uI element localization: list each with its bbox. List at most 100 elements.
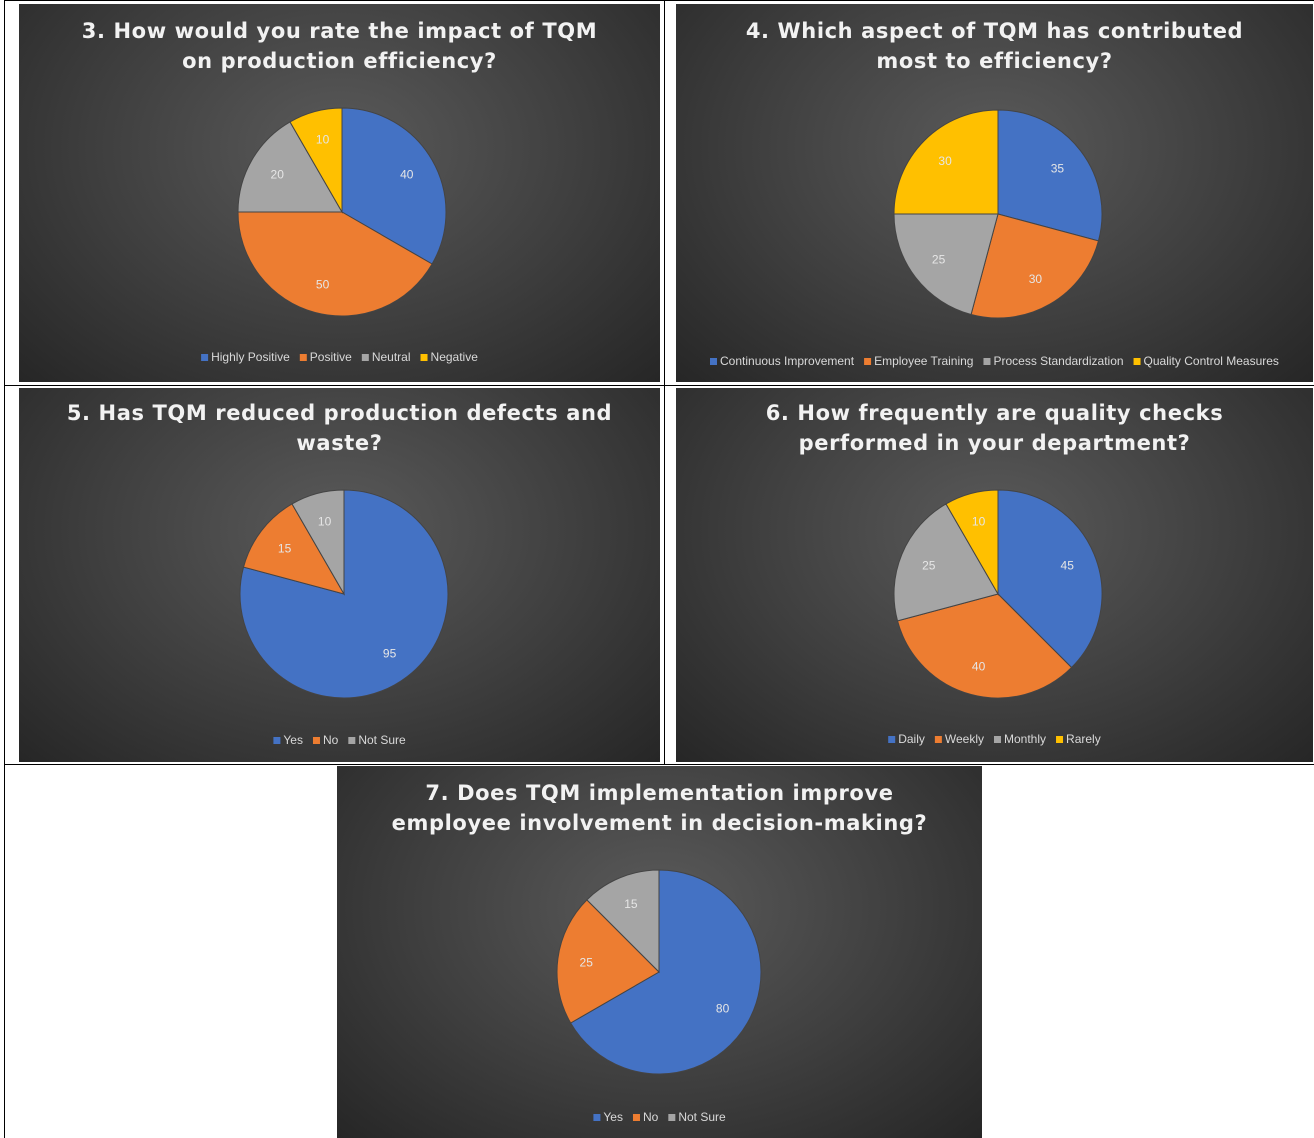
pie-slice-quality-control-measures [893, 109, 999, 215]
data-label: 40 [400, 168, 414, 182]
chart-title-line: 5. Has TQM reduced production defects an… [67, 401, 612, 425]
legend-swatch [348, 737, 356, 744]
pie-slice-monthly [893, 503, 999, 622]
chart-title-line: 6. How frequently are quality checks [766, 401, 1224, 425]
chart-legend: Yes No Not Sure [593, 1110, 726, 1124]
table-divider-vertical [664, 0, 665, 765]
pie-slice-highly-positive [341, 107, 447, 265]
data-label: 15 [278, 541, 292, 555]
chart-title-line: 7. Does TQM implementation improve [425, 781, 893, 805]
pie-slice-neutral [237, 121, 343, 213]
pie-slice-negative [289, 107, 343, 214]
data-label: 45 [1061, 558, 1075, 572]
table-divider-row-1 [4, 385, 1314, 386]
legend-label: Not Sure [678, 1110, 726, 1124]
legend-swatch [934, 736, 942, 743]
data-label: 40 [972, 659, 986, 673]
legend-swatch [983, 358, 991, 365]
legend-swatch [299, 354, 307, 361]
pie-slice-not-sure [586, 869, 660, 974]
legend-swatch [312, 737, 320, 744]
legend-swatch [668, 1114, 676, 1121]
table-border-left [4, 0, 5, 1138]
data-label: 10 [318, 515, 332, 529]
data-label: 80 [716, 1002, 730, 1016]
chart-panel-q7: 7. Does TQM implementation improve employ… [337, 766, 982, 1138]
legend-label: Weekly [945, 732, 984, 746]
table-border-top [4, 0, 1314, 1]
pie-slice-no [242, 503, 346, 595]
chart-title-line: most to efficiency? [876, 49, 1112, 73]
chart-panel-q6: 6. How frequently are quality checks perf… [676, 388, 1313, 762]
chart-legend: Yes No Not Sure [273, 733, 406, 747]
pie-chart-svg: 4. Which aspect of TQM has contributed mo… [710, 19, 1279, 368]
data-label: 35 [1051, 161, 1065, 175]
legend-label: Process Standardization [993, 354, 1123, 368]
legend-label: Positive [310, 350, 352, 364]
legend-swatch [888, 736, 896, 743]
chart-panel-q4: 4. Which aspect of TQM has contributed mo… [676, 4, 1313, 382]
data-label: 25 [580, 955, 594, 969]
pie-chart-svg: 7. Does TQM implementation improve employ… [392, 781, 928, 1124]
pie-slice-continuous-improvement [997, 109, 1103, 242]
pie-chart-svg: 6. How frequently are quality checks perf… [766, 401, 1224, 746]
chart-title-line: employee involvement in decision-making? [392, 811, 928, 835]
legend-swatch [1133, 358, 1141, 365]
data-label: 30 [1029, 272, 1043, 286]
legend-label: Negative [431, 350, 479, 364]
legend-label: Yes [603, 1110, 623, 1124]
legend-swatch [361, 354, 369, 361]
chart-legend: Continuous Improvement Employee Training P… [710, 354, 1279, 368]
legend-swatch [593, 1114, 601, 1121]
pie-slice-positive [237, 211, 433, 317]
data-label: 20 [271, 168, 285, 182]
legend-label: Monthly [1004, 732, 1046, 746]
legend-label: Quality Control Measures [1144, 354, 1279, 368]
legend-label: Rarely [1066, 732, 1101, 746]
legend-swatch [632, 1114, 640, 1121]
data-label: 25 [922, 558, 936, 572]
legend-label: No [643, 1110, 659, 1124]
table-divider-row-2 [4, 764, 1314, 765]
chart-title-line: on production efficiency? [182, 49, 497, 73]
legend-label: Neutral [372, 350, 411, 364]
data-label: 95 [383, 646, 397, 660]
data-label: 10 [972, 515, 986, 529]
pie-chart-svg: 5. Has TQM reduced production defects an… [67, 401, 612, 747]
pie-slice-not-sure [291, 489, 345, 596]
legend-swatch [201, 354, 209, 361]
legend-label: Highly Positive [211, 350, 290, 364]
legend-swatch [993, 736, 1001, 743]
pie-slice-employee-training [970, 213, 1100, 319]
chart-title-line: 4. Which aspect of TQM has contributed [746, 19, 1243, 43]
legend-label: Not Sure [358, 733, 406, 747]
pie-slice-yes [239, 489, 449, 699]
data-label: 50 [316, 277, 330, 291]
legend-swatch [1056, 736, 1064, 743]
data-label: 15 [624, 897, 638, 911]
chart-title-line: waste? [296, 431, 382, 455]
data-label: 25 [932, 253, 946, 267]
pie-slice-daily [997, 489, 1103, 669]
legend-swatch [273, 737, 281, 744]
chart-title-line: performed in your department? [799, 431, 1191, 455]
data-label: 10 [316, 133, 330, 147]
pie-slice-no [556, 899, 660, 1024]
data-label: 30 [938, 154, 952, 168]
pie-slice-weekly [896, 593, 1073, 699]
chart-legend: Daily Weekly Monthly Rarely [888, 732, 1101, 746]
pie-slice-rarely [945, 489, 999, 596]
pie-slice-process-standardization [893, 213, 999, 316]
legend-swatch [864, 358, 872, 365]
chart-title-line: 3. How would you rate the impact of TQM [82, 19, 597, 43]
pie-slice-yes [569, 869, 762, 1075]
chart-panel-q3: 3. How would you rate the impact of TQM o… [19, 4, 660, 382]
chart-legend: Highly Positive Positive Neutral Negative [201, 350, 478, 364]
legend-swatch [420, 354, 428, 361]
legend-label: Continuous Improvement [720, 354, 855, 368]
chart-panel-q5: 5. Has TQM reduced production defects an… [19, 388, 660, 762]
legend-label: Daily [898, 732, 925, 746]
legend-label: No [323, 733, 339, 747]
legend-swatch [710, 358, 717, 365]
legend-label: Employee Training [874, 354, 973, 368]
